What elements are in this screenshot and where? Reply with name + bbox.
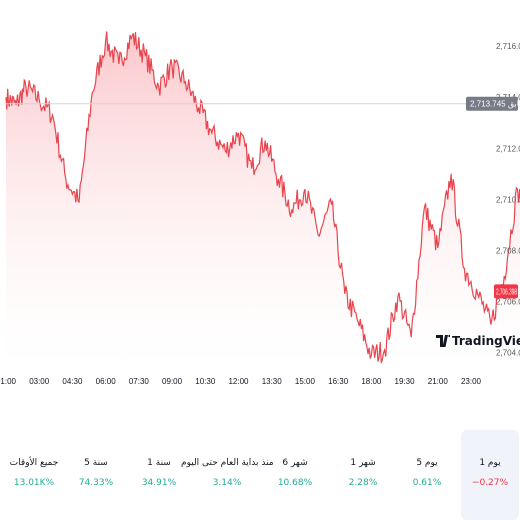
x-tick-label: 12:00 (228, 377, 249, 386)
tradingview-logo[interactable]: TradingView (436, 334, 520, 348)
last-price-tag: 2,706.398 (494, 284, 518, 299)
y-tick-label: 2,716.000 (496, 42, 520, 51)
performance-period-label: 6 شهر (282, 458, 308, 468)
performance-change-value: 0.61% (412, 478, 442, 488)
performance-period-label: جميع الأوقات (9, 458, 59, 468)
x-tick-label: 09:00 (162, 377, 183, 386)
x-tick-label: 19:30 (395, 377, 416, 386)
performance-change-value: 13.01K% (13, 478, 55, 488)
performance-change-value: −0.27% (471, 478, 509, 488)
performance-change-value: 3.14% (212, 478, 242, 488)
performance-period-2[interactable]: 1 شهر 2.28% (332, 430, 394, 520)
y-tick-label: 2,712.000 (496, 144, 520, 153)
x-tick-label: 03:00 (29, 377, 50, 386)
performance-change-value: 2.28% (348, 478, 378, 488)
performance-period-7[interactable]: جميع الأوقات 13.01K% (1, 430, 67, 520)
price-area-fill (6, 31, 520, 368)
tradingview-logo-icon (436, 335, 450, 347)
last-price-label: 2,706.398 (496, 287, 517, 296)
previous-close-tag: الإغلاق السابق 2,713.745 (466, 96, 520, 111)
performance-period-5[interactable]: 1 سنة 34.91% (128, 430, 190, 520)
performance-period-1[interactable]: 5 يوم 0.61% (396, 430, 458, 520)
x-tick-label: 04:30 (62, 377, 83, 386)
previous-close-label: الإغلاق السابق 2,713.745 (470, 100, 520, 109)
x-tick-label: 18:00 (361, 377, 382, 386)
price-chart[interactable]: 2,716.0002,714.0002,712.0002,710.0002,70… (0, 0, 520, 430)
y-tick-label: 2,704.000 (496, 349, 520, 358)
x-tick-label: 16:30 (328, 377, 349, 386)
x-tick-label: 01:00 (0, 377, 17, 386)
price-series-line (5, 31, 520, 364)
performance-period-3[interactable]: 6 شهر 10.68% (263, 430, 327, 520)
performance-bar: 1 يوم −0.27% 5 يوم 0.61% 1 شهر 2.28% 6 شهر 10.6… (0, 430, 520, 520)
x-tick-label: 10:30 (195, 377, 216, 386)
y-tick-label: 2,708.000 (496, 246, 520, 255)
performance-period-6[interactable]: 5 سنة 74.33% (67, 430, 125, 520)
performance-period-label: منذ بداية العام حتى اليوم (181, 458, 274, 468)
performance-period-0[interactable]: 1 يوم −0.27% (461, 430, 519, 520)
x-tick-label: 21:00 (428, 377, 449, 386)
y-tick-label: 2,710.000 (496, 195, 520, 204)
x-tick-label: 13:30 (262, 377, 283, 386)
y-tick-label: 2,706.000 (496, 298, 520, 307)
x-tick-label: 06:00 (96, 377, 117, 386)
performance-change-value: 34.91% (141, 478, 177, 488)
x-tick-label: 15:00 (295, 377, 316, 386)
performance-change-value: 74.33% (78, 478, 114, 488)
performance-change-value: 10.68% (277, 478, 313, 488)
x-tick-label: 23:00 (461, 377, 482, 386)
performance-period-4[interactable]: منذ بداية العام حتى اليوم 3.14% (181, 430, 274, 520)
performance-period-label: 1 شهر (350, 458, 376, 468)
performance-period-label: 5 يوم (416, 458, 438, 468)
x-tick-label: 07:30 (129, 377, 150, 386)
performance-period-label: 1 سنة (147, 458, 171, 468)
tradingview-logo-text: TradingView (452, 334, 520, 348)
performance-period-label: 5 سنة (84, 458, 108, 468)
performance-period-label: 1 يوم (479, 458, 501, 468)
